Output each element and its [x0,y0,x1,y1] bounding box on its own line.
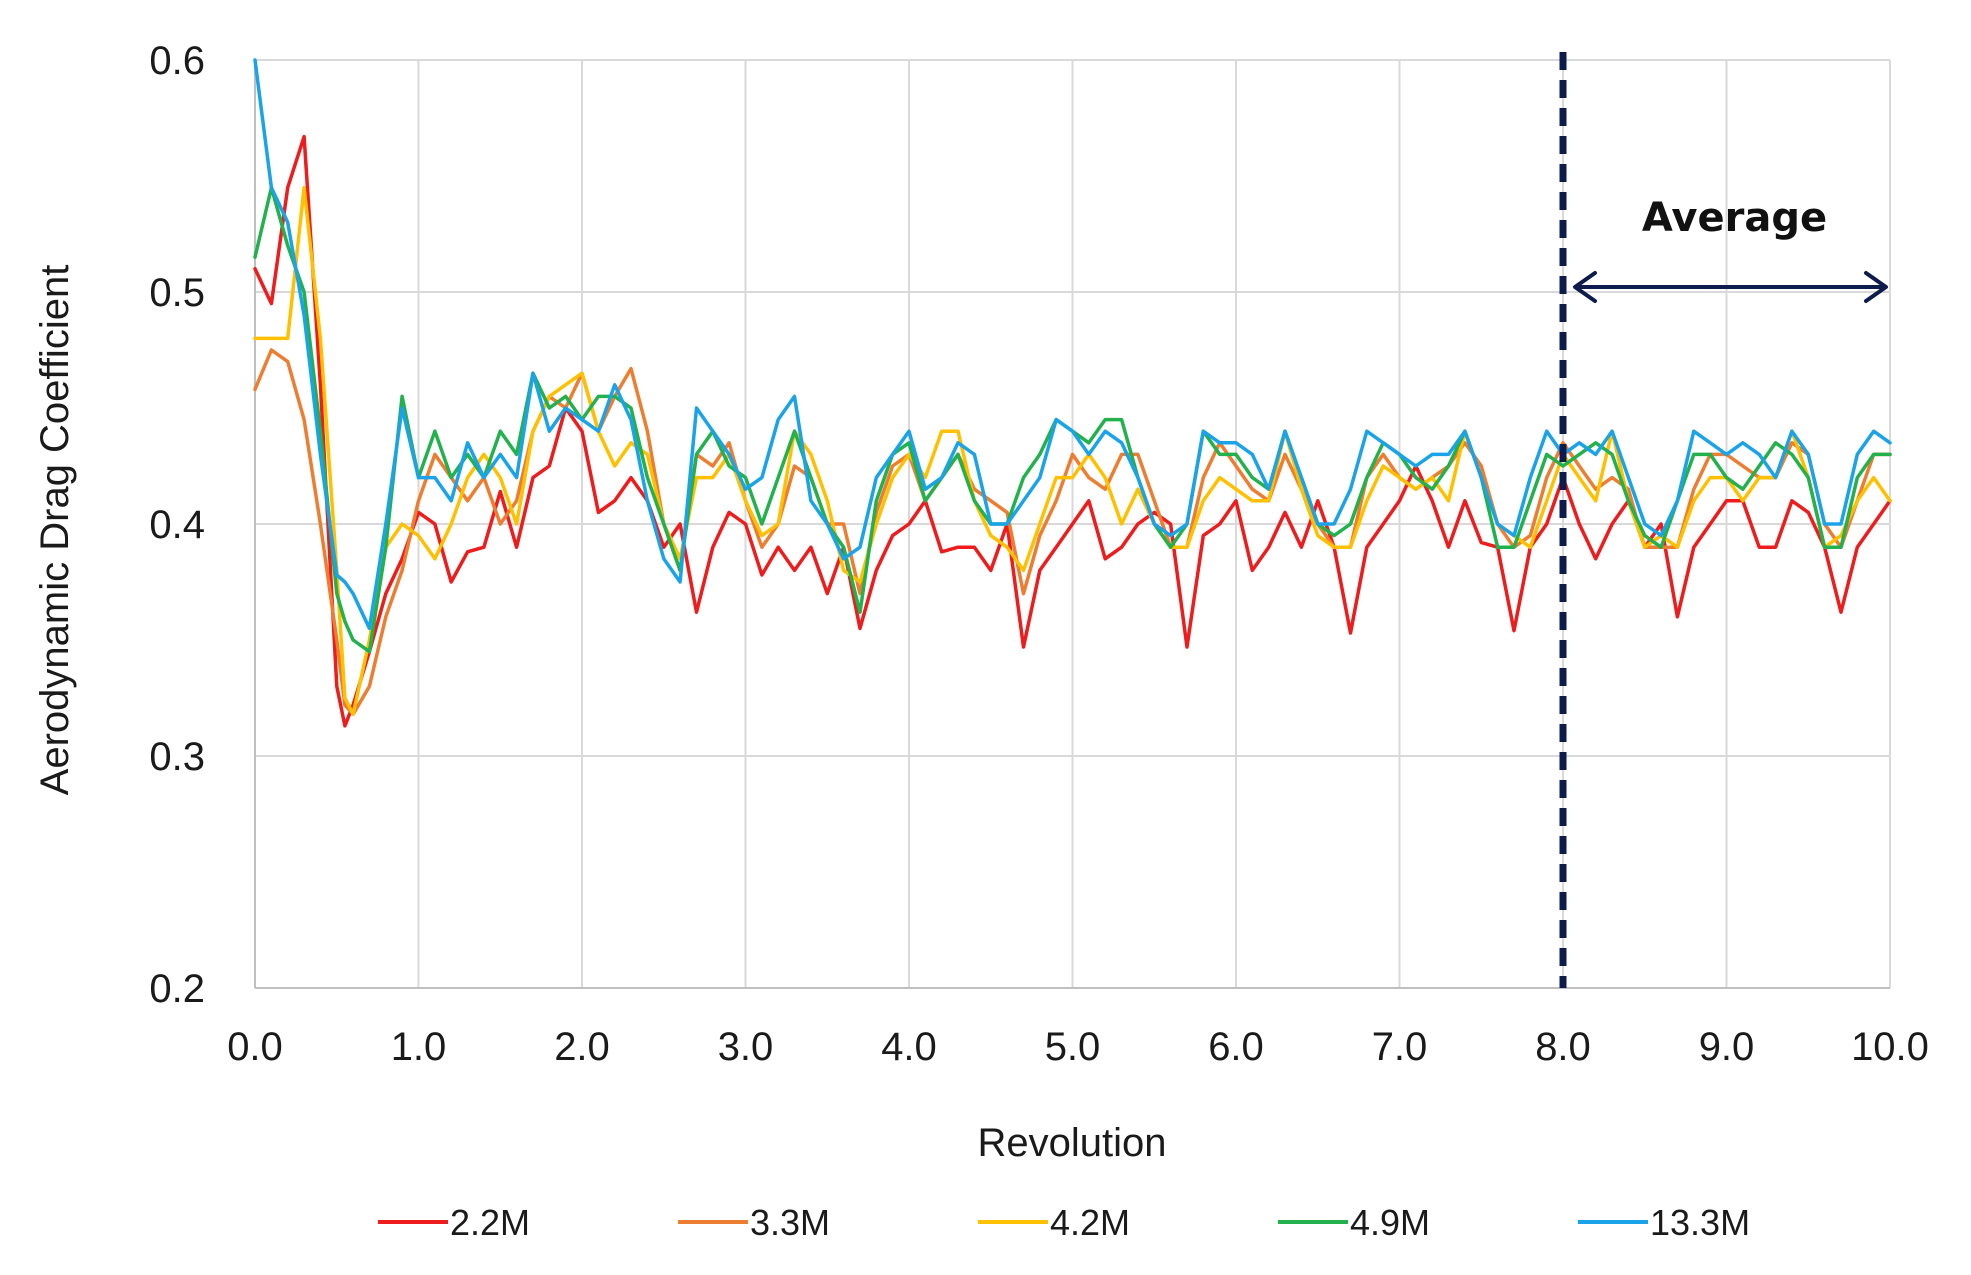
average-arrow-head-right [1864,271,1888,303]
legend-label-4.2M: 4.2M [1050,1202,1130,1243]
x-tick-label: 8.0 [1535,1025,1591,1069]
legend: 2.2M 3.3M 4.2M 4.9M 13.3M [378,1202,1750,1243]
x-tick-label: 1.0 [391,1025,447,1069]
x-tick-label: 4.0 [881,1025,937,1069]
average-label: Average [1642,195,1827,241]
average-range-arrow [1573,271,1888,303]
average-annotation: Average [1559,52,1888,988]
series-line-2.2M [253,134,1892,728]
y-tick-label: 0.5 [149,271,205,315]
x-tick-labels: 0.0 1.0 2.0 3.0 4.0 5.0 6.0 7.0 8.0 9.0 10.0 [227,1025,1929,1069]
x-tick-label: 0.0 [227,1025,283,1069]
y-tick-label: 0.2 [149,967,205,1011]
x-tick-label: 7.0 [1372,1025,1428,1069]
x-tick-label: 3.0 [718,1025,774,1069]
x-tick-label: 6.0 [1208,1025,1264,1069]
y-tick-labels: 0.2 0.3 0.4 0.5 0.6 [149,39,205,1011]
y-tick-label: 0.6 [149,39,205,83]
x-tick-label: 5.0 [1045,1025,1101,1069]
legend-label-3.3M: 3.3M [750,1202,830,1243]
legend-label-2.2M: 2.2M [450,1202,530,1243]
y-tick-label: 0.4 [149,503,205,547]
x-tick-label: 10.0 [1851,1025,1929,1069]
series-line-13.3M [253,58,1892,631]
legend-label-13.3M: 13.3M [1650,1202,1750,1243]
y-tick-label: 0.3 [149,735,205,779]
legend-label-4.9M: 4.9M [1350,1202,1430,1243]
series-lines [253,58,1892,728]
x-tick-label: 2.0 [554,1025,610,1069]
average-arrow-head-left [1573,271,1597,303]
y-axis-title: Aerodynamic Drag Coefficient [33,265,77,796]
x-tick-label: 9.0 [1699,1025,1755,1069]
x-axis-title: Revolution [977,1121,1166,1165]
